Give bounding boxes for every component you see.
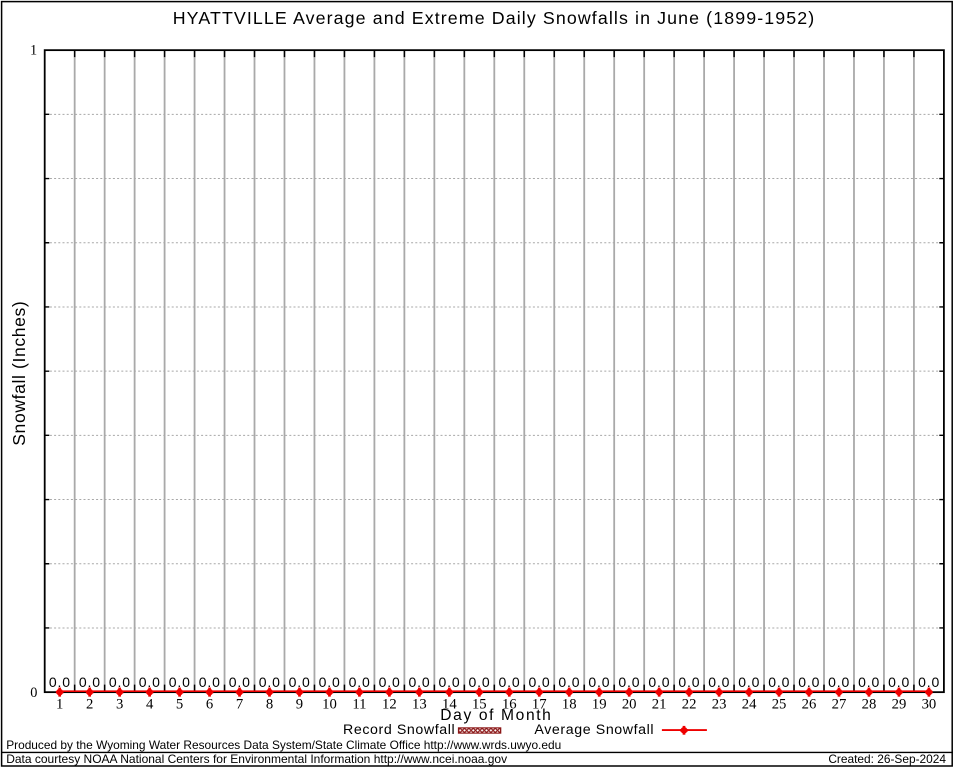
svg-text:0.0: 0.0 (708, 674, 730, 690)
svg-text:6: 6 (206, 697, 213, 713)
svg-text:0.0: 0.0 (49, 674, 71, 690)
svg-text:0.0: 0.0 (439, 674, 461, 690)
svg-text:30: 30 (922, 697, 937, 713)
svg-text:9: 9 (296, 697, 303, 713)
svg-text:21: 21 (652, 697, 667, 713)
svg-text:5: 5 (176, 697, 183, 713)
svg-text:0.0: 0.0 (139, 674, 161, 690)
svg-text:Day of Month: Day of Month (440, 707, 552, 724)
svg-text:Record Snowfall: Record Snowfall (343, 722, 455, 738)
svg-text:0.0: 0.0 (648, 674, 670, 690)
svg-text:0.0: 0.0 (409, 674, 431, 690)
svg-text:7: 7 (236, 697, 243, 713)
svg-text:4: 4 (146, 697, 154, 713)
svg-text:8: 8 (266, 697, 273, 713)
svg-text:0.0: 0.0 (888, 674, 910, 690)
svg-text:0.0: 0.0 (379, 674, 401, 690)
svg-text:0.0: 0.0 (678, 674, 700, 690)
svg-text:0.0: 0.0 (349, 674, 371, 690)
svg-text:27: 27 (832, 697, 847, 713)
svg-text:2: 2 (86, 697, 93, 713)
svg-text:11: 11 (352, 697, 366, 713)
svg-text:15: 15 (472, 697, 487, 713)
svg-text:1: 1 (30, 43, 37, 59)
svg-text:20: 20 (622, 697, 637, 713)
svg-text:0.0: 0.0 (588, 674, 610, 690)
svg-text:0.0: 0.0 (289, 674, 311, 690)
svg-text:25: 25 (772, 697, 787, 713)
svg-text:0.0: 0.0 (768, 674, 790, 690)
svg-text:0.0: 0.0 (618, 674, 640, 690)
svg-text:0.0: 0.0 (858, 674, 880, 690)
svg-text:0.0: 0.0 (169, 674, 191, 690)
svg-text:23: 23 (712, 697, 727, 713)
svg-text:28: 28 (862, 697, 877, 713)
svg-text:Snowfall (Inches): Snowfall (Inches) (9, 301, 29, 446)
svg-text:0.0: 0.0 (229, 674, 251, 690)
svg-text:0.0: 0.0 (319, 674, 341, 690)
svg-text:Created: 26-Sep-2024: Created: 26-Sep-2024 (828, 752, 946, 766)
svg-text:0.0: 0.0 (79, 674, 101, 690)
svg-text:12: 12 (382, 697, 397, 713)
svg-text:10: 10 (322, 697, 337, 713)
svg-text:16: 16 (502, 697, 517, 713)
svg-text:Produced by the Wyoming Water: Produced by the Wyoming Water Resources … (6, 738, 561, 752)
svg-text:13: 13 (412, 697, 427, 713)
svg-text:0.0: 0.0 (469, 674, 491, 690)
svg-text:HYATTVILLE Average and Extreme: HYATTVILLE Average and Extreme Daily Sno… (173, 8, 816, 28)
svg-text:0.0: 0.0 (109, 674, 131, 690)
svg-text:0.0: 0.0 (828, 674, 850, 690)
svg-text:14: 14 (442, 697, 457, 713)
svg-text:1: 1 (56, 697, 63, 713)
svg-text:17: 17 (532, 697, 547, 713)
svg-text:18: 18 (562, 697, 577, 713)
svg-text:0: 0 (30, 685, 37, 701)
svg-text:0.0: 0.0 (199, 674, 221, 690)
svg-text:0.0: 0.0 (558, 674, 580, 690)
svg-text:Average Snowfall: Average Snowfall (534, 722, 654, 738)
svg-text:26: 26 (802, 697, 817, 713)
svg-text:Data courtesy NOAA National Ce: Data courtesy NOAA National Centers for … (6, 752, 507, 766)
svg-text:0.0: 0.0 (918, 674, 940, 690)
svg-text:0.0: 0.0 (498, 674, 520, 690)
svg-text:0.0: 0.0 (798, 674, 820, 690)
svg-text:3: 3 (116, 697, 123, 713)
svg-text:0.0: 0.0 (259, 674, 281, 690)
svg-text:19: 19 (592, 697, 607, 713)
svg-text:0.0: 0.0 (528, 674, 550, 690)
svg-text:29: 29 (892, 697, 907, 713)
svg-text:24: 24 (742, 697, 757, 713)
svg-text:22: 22 (682, 697, 697, 713)
svg-text:0.0: 0.0 (738, 674, 760, 690)
